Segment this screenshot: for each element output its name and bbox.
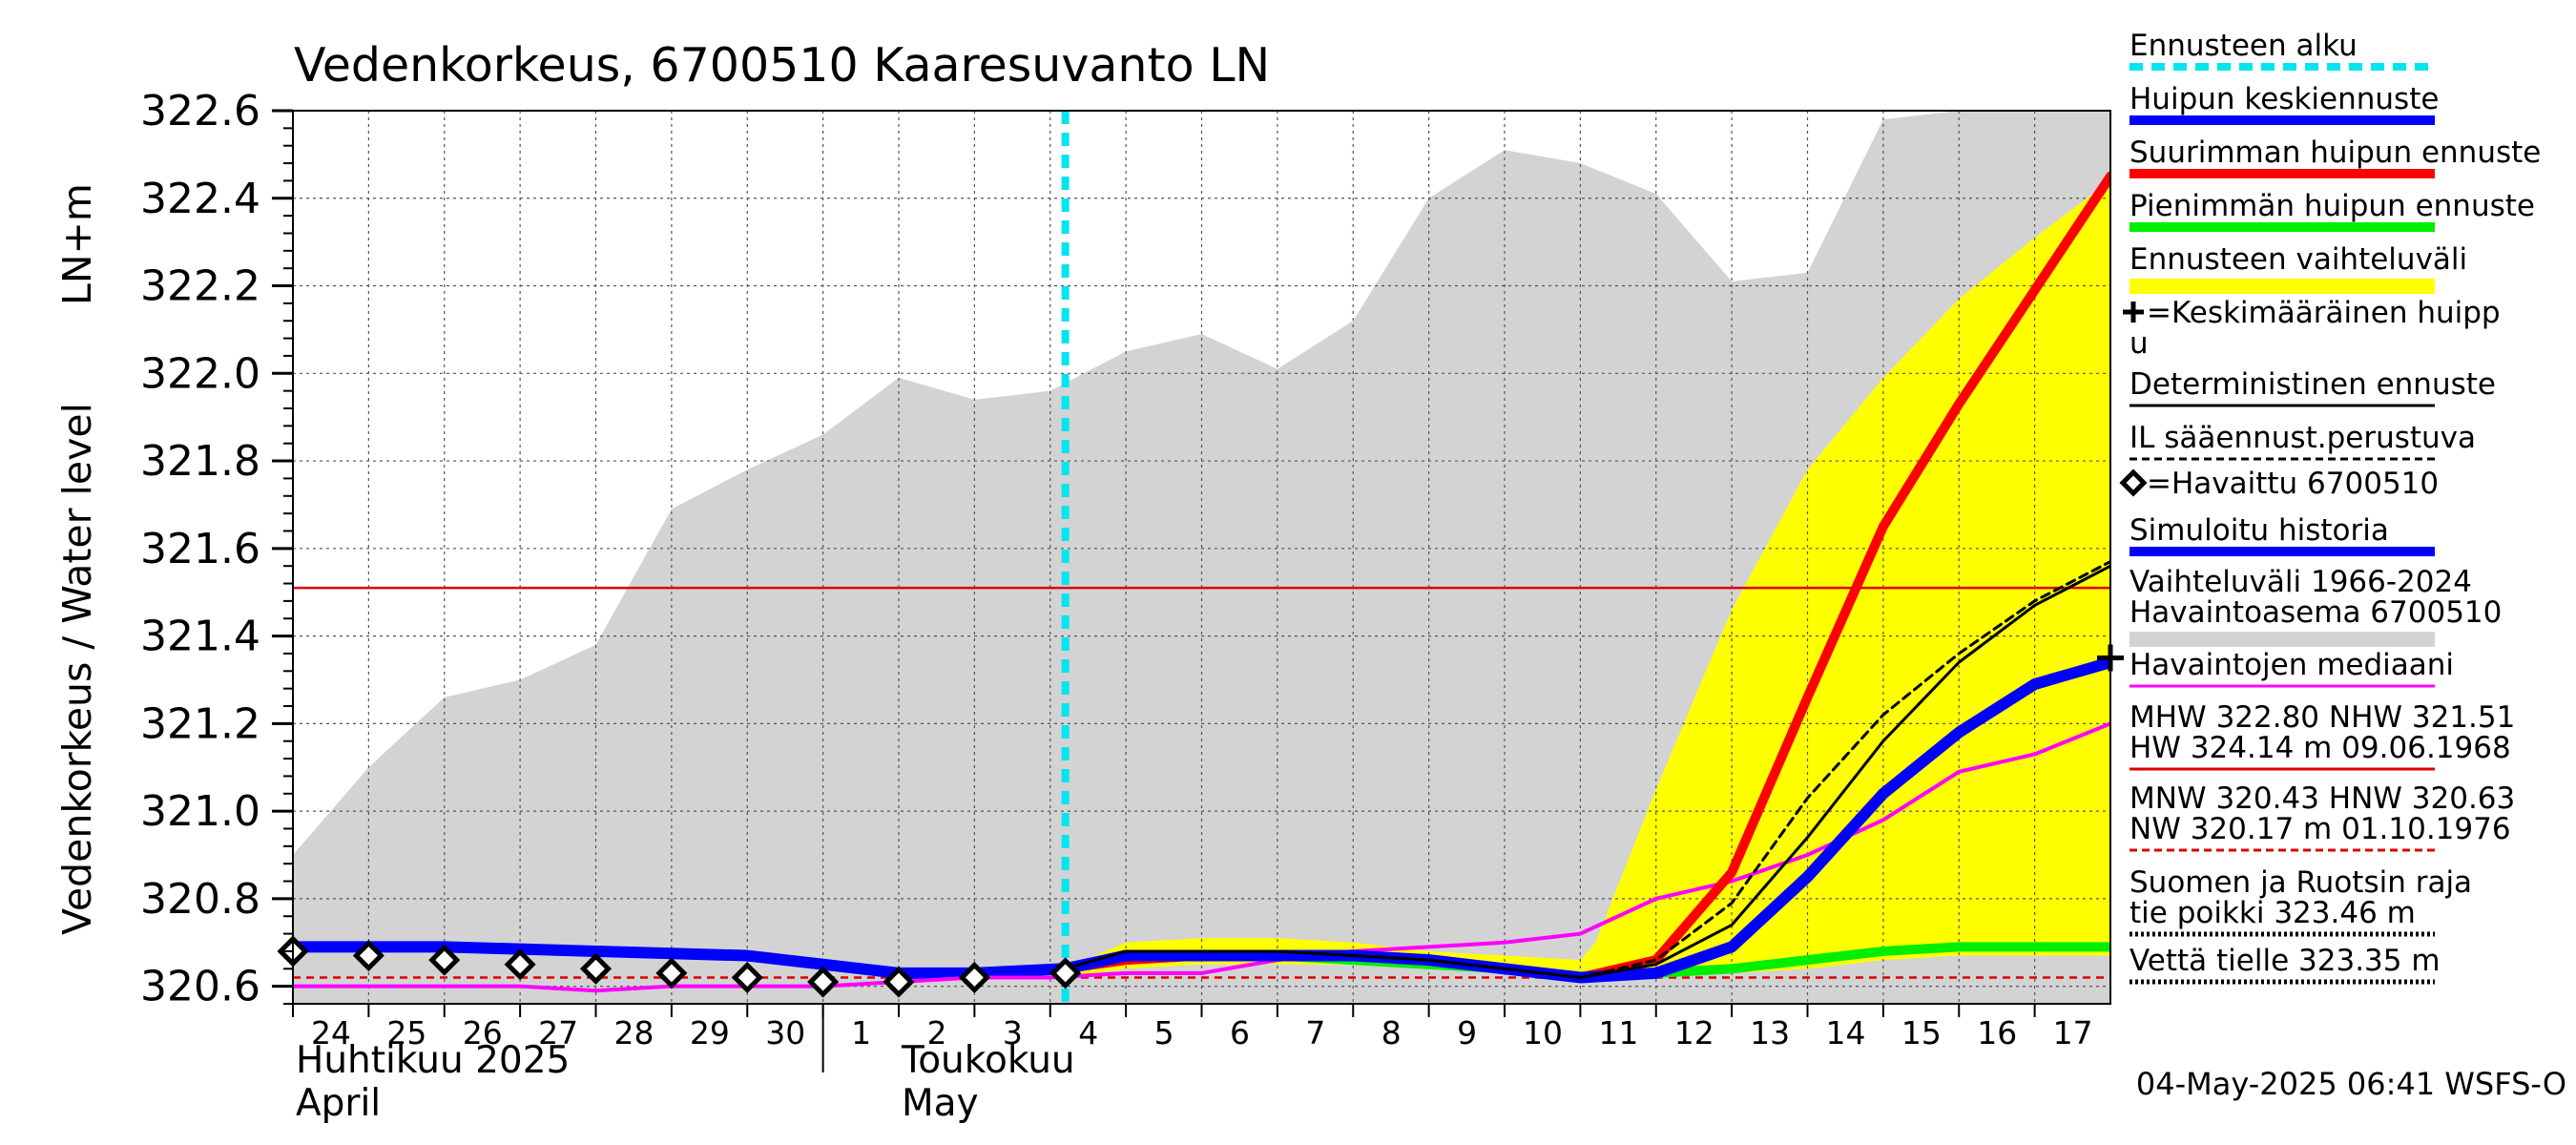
legend-label-3: Pienimmän huipun ennuste xyxy=(2129,189,2535,223)
legend-label2-12: HW 324.14 m 09.06.1968 xyxy=(2129,731,2511,765)
x-tick-label-20: 14 xyxy=(1826,1014,1866,1051)
x-tick-label-6: 30 xyxy=(765,1014,805,1051)
x-tick-label-3: 27 xyxy=(538,1014,578,1051)
legend-label-5: =Keskimääräinen huipp xyxy=(2147,296,2501,330)
x-tick-label-10: 4 xyxy=(1078,1014,1098,1051)
x-tick-label-0: 24 xyxy=(311,1014,351,1051)
series-line-6 xyxy=(1064,560,2110,979)
legend-label-15: Vettä tielle 323.35 m xyxy=(2129,944,2441,978)
y-tick-label-2: 322.2 xyxy=(140,262,260,311)
x-tick-label-13: 7 xyxy=(1305,1014,1325,1051)
x-tick-label-12: 6 xyxy=(1230,1014,1250,1051)
legend-swatch-10 xyxy=(2129,632,2435,647)
legend-label-11: Havaintojen mediaani xyxy=(2129,648,2454,682)
x-tick-label-16: 10 xyxy=(1523,1014,1563,1051)
legend-label-14: Suomen ja Ruotsin raja xyxy=(2129,865,2472,900)
x-tick-label-1: 25 xyxy=(386,1014,426,1051)
x-tick-label-17: 11 xyxy=(1598,1014,1638,1051)
legend: Ennusteen alku Huipun keskiennuste Suurimm… xyxy=(2119,29,2541,985)
legend-label-0: Ennusteen alku xyxy=(2129,29,2358,63)
month-label-en-1: May xyxy=(902,1082,979,1125)
series-line-1 xyxy=(293,721,2110,993)
x-tick-label-21: 15 xyxy=(1901,1014,1942,1051)
y-tick-label-5: 321.6 xyxy=(140,525,260,573)
legend-label-7: IL sääennust.perustuva xyxy=(2129,421,2476,455)
plot-area xyxy=(277,111,2124,1004)
legend-label-4: Ennusteen vaihteluväli xyxy=(2129,242,2467,277)
x-tick-label-23: 17 xyxy=(2053,1014,2093,1051)
month-label-en-0: April xyxy=(296,1082,381,1125)
legend-label-12: MHW 322.80 NHW 321.51 xyxy=(2129,700,2515,735)
y-tick-label-3: 322.0 xyxy=(140,349,260,398)
legend-swatch-5 xyxy=(2123,302,2144,323)
legend-label-1: Huipun keskiennuste xyxy=(2129,82,2439,116)
y-tick-label-4: 321.8 xyxy=(140,437,260,486)
legend-label2-14: tie poikki 323.46 m xyxy=(2129,896,2416,930)
y-tick-label-0: 322.6 xyxy=(140,87,260,135)
observed-point-6 xyxy=(731,961,763,994)
x-tick-label-9: 3 xyxy=(1003,1014,1023,1051)
observed-point-7 xyxy=(807,966,840,998)
observed-point-5 xyxy=(655,957,688,989)
forecast-range-band xyxy=(1065,180,2110,978)
legend-label2-10: Havaintoasema 6700510 xyxy=(2129,595,2502,630)
x-tick-label-22: 16 xyxy=(1977,1014,2017,1051)
y-axis-label-right: LN+m xyxy=(54,183,100,305)
y-tick-label-9: 320.8 xyxy=(140,875,260,924)
axes: 322.6 322.4 322.2 322.0 321.8 321.6 321.4 321.2… xyxy=(140,87,2111,1125)
legend-label-8: =Havaittu 6700510 xyxy=(2147,467,2439,501)
y-tick-label-10: 320.6 xyxy=(140,963,260,1011)
observed-point-9 xyxy=(958,961,990,994)
x-tick-label-14: 8 xyxy=(1381,1014,1402,1051)
legend-label2-13: NW 320.17 m 01.10.1976 xyxy=(2129,812,2511,846)
observed-point-2 xyxy=(428,944,461,976)
legend-label2-5: u xyxy=(2129,326,2149,361)
plot-content xyxy=(293,111,2110,1004)
series-line-0 xyxy=(293,941,1071,979)
x-tick-label-19: 13 xyxy=(1750,1014,1790,1051)
month-label-fi-0: Huhtikuu 2025 xyxy=(296,1039,570,1082)
legend-label-2: Suurimman huipun ennuste xyxy=(2129,135,2541,170)
observed-point-10 xyxy=(1049,957,1082,989)
x-tick-label-4: 28 xyxy=(614,1014,654,1051)
x-tick-label-5: 29 xyxy=(690,1014,730,1051)
x-tick-label-15: 9 xyxy=(1457,1014,1477,1051)
y-axis-label-left: Vedenkorkeus / Water level xyxy=(54,403,100,935)
observed-point-1 xyxy=(352,939,384,972)
legend-label-10: Vaihteluväli 1966-2024 xyxy=(2129,565,2472,599)
legend-label-13: MNW 320.43 HNW 320.63 xyxy=(2129,781,2515,816)
x-tick-label-18: 12 xyxy=(1674,1014,1714,1051)
month-label-fi-1: Toukokuu xyxy=(901,1039,1075,1082)
x-tick-label-11: 5 xyxy=(1154,1014,1174,1051)
y-tick-label-7: 321.2 xyxy=(140,699,260,748)
x-tick-label-8: 2 xyxy=(927,1014,947,1051)
legend-swatch-8 xyxy=(2119,468,2148,497)
footer-timestamp: 04-May-2025 06:41 WSFS-O xyxy=(2136,1066,2566,1102)
legend-swatch-4 xyxy=(2129,279,2435,294)
y-tick-label-6: 321.4 xyxy=(140,613,260,661)
x-tick-label-2: 26 xyxy=(463,1014,503,1051)
observed-point-3 xyxy=(504,948,536,981)
legend-label-9: Simuloitu historia xyxy=(2129,513,2389,548)
observed-point-8 xyxy=(883,966,915,998)
observed-point-4 xyxy=(579,952,613,985)
legend-label-6: Deterministinen ennuste xyxy=(2129,367,2496,402)
y-tick-label-8: 321.0 xyxy=(140,787,260,836)
x-tick-label-7: 1 xyxy=(851,1014,871,1051)
chart-title: Vedenkorkeus, 6700510 Kaaresuvanto LN xyxy=(294,38,1270,93)
y-tick-label-1: 322.4 xyxy=(140,175,260,223)
